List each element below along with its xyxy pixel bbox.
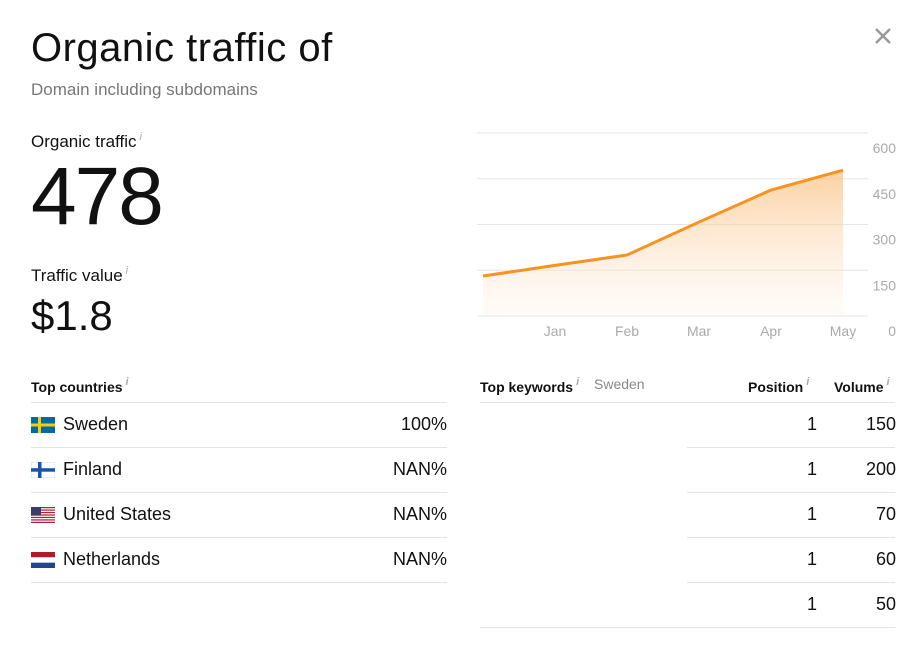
divider: [687, 582, 895, 583]
subtitle: Domain including subdomains: [31, 80, 258, 99]
x-tick-label: Apr: [760, 323, 782, 339]
country-share: NAN%: [392, 549, 447, 569]
metric-label: Traffic value i: [31, 265, 128, 286]
x-tick-label: Jan: [544, 323, 567, 339]
flag-icon: [31, 417, 55, 433]
metric-value: 478: [31, 151, 164, 242]
flag-icon: [31, 507, 55, 523]
position: 1: [806, 504, 817, 524]
divider: [31, 537, 447, 538]
label: Volume: [834, 379, 884, 395]
x-tick-label: May: [830, 323, 856, 339]
country-share: NAN%: [392, 504, 447, 524]
country-name: United States: [63, 504, 172, 524]
info-icon[interactable]: i: [139, 131, 142, 143]
info-icon[interactable]: i: [125, 376, 129, 388]
y-tick-label: 450: [873, 186, 897, 202]
divider: [31, 582, 447, 583]
position: 1: [806, 594, 817, 614]
table-header: Top keywords i: [480, 376, 579, 395]
divider: [687, 447, 895, 448]
close-button[interactable]: [874, 27, 892, 45]
line: [482, 168, 844, 278]
volume: 50: [875, 594, 896, 614]
divider: [31, 402, 447, 403]
country-filter[interactable]: Sweden: [594, 376, 645, 392]
divider: [31, 492, 447, 493]
y-tick-label: 0: [888, 323, 896, 339]
title: Organic traffic of: [31, 26, 333, 70]
info-icon[interactable]: i: [806, 376, 810, 388]
y-tick-label: 300: [873, 232, 897, 248]
y-tick-label: 600: [873, 140, 897, 156]
column-header: Position i: [748, 376, 809, 395]
country-name: Netherlands: [63, 549, 161, 569]
flag-icon: [31, 462, 55, 478]
country-share: NAN%: [392, 459, 447, 479]
table-header: Top countries i: [31, 376, 129, 395]
y-tick-label: 150: [873, 277, 897, 293]
divider: [480, 402, 895, 403]
country-name: Finland: [63, 459, 123, 479]
volume: 200: [865, 459, 896, 479]
country-name: Sweden: [63, 414, 129, 434]
info-icon[interactable]: i: [576, 376, 580, 388]
label: Organic traffic: [31, 132, 137, 151]
position: 1: [806, 414, 817, 434]
label: Position: [748, 379, 804, 395]
volume: 60: [875, 549, 896, 569]
label: Top keywords: [480, 379, 574, 395]
x-tick-label: Mar: [687, 323, 711, 339]
flag-icon: [31, 552, 55, 568]
metric-value: $1.8: [31, 292, 113, 339]
volume: 150: [865, 414, 896, 434]
label: Top countries: [31, 379, 123, 395]
label: Traffic value: [31, 266, 123, 285]
volume: 70: [875, 504, 896, 524]
area: [483, 170, 843, 316]
divider: [480, 627, 895, 628]
info-icon[interactable]: i: [125, 265, 129, 277]
column-header: Volume i: [834, 376, 890, 395]
divider: [687, 492, 895, 493]
divider: [31, 447, 447, 448]
x-tick-label: Feb: [615, 323, 639, 339]
metric-label: Organic traffic i: [31, 131, 142, 152]
country-share: 100%: [400, 414, 447, 434]
info-icon[interactable]: i: [886, 376, 890, 388]
position: 1: [806, 549, 817, 569]
position: 1: [806, 459, 817, 479]
divider: [687, 537, 895, 538]
chart: 0 150 300 450 600 Jan Feb Mar Apr May: [477, 132, 897, 339]
